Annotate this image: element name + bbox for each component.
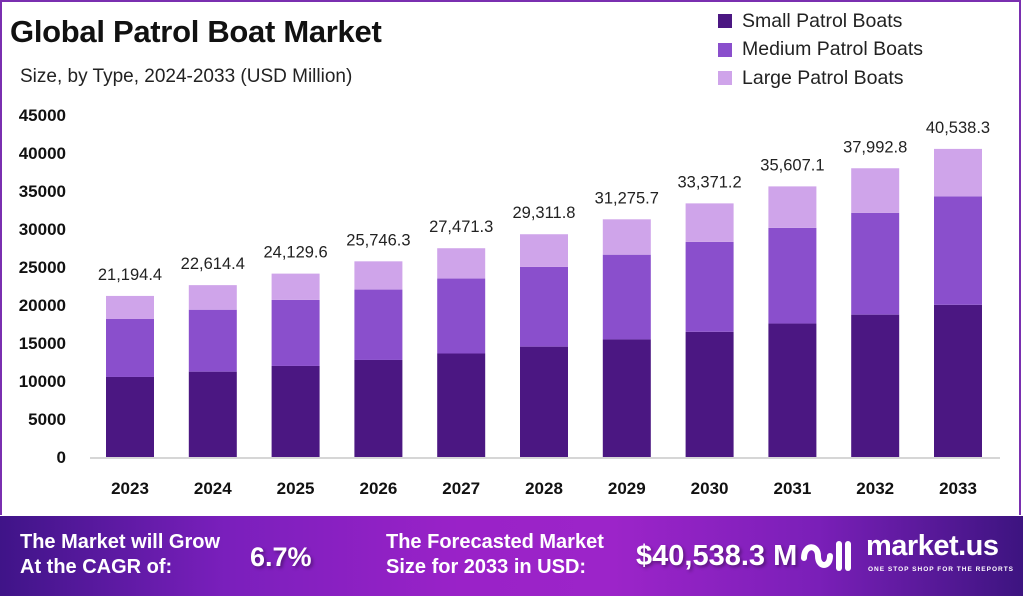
bar-segment-large bbox=[106, 295, 154, 319]
bar-total-label: 29,311.8 bbox=[512, 204, 575, 222]
y-tick-label: 5000 bbox=[28, 410, 66, 429]
x-tick-label: 2027 bbox=[442, 479, 480, 498]
market-us-logo-icon bbox=[801, 541, 851, 571]
bar-segment-large bbox=[602, 219, 651, 255]
bar-segment-medium bbox=[851, 212, 900, 315]
cagr-text-line1: The Market will Grow bbox=[20, 531, 221, 553]
bar-segment-small bbox=[188, 371, 237, 457]
forecast-text: The Forecasted Market Size for 2033 in U… bbox=[386, 530, 604, 580]
x-tick-label: 2026 bbox=[359, 479, 397, 498]
chart-frame bbox=[0, 0, 1021, 515]
bar-segment-medium bbox=[271, 299, 320, 366]
x-tick-label: 2029 bbox=[608, 479, 646, 498]
y-tick-label: 40000 bbox=[19, 144, 66, 163]
bar-total-label: 37,992.8 bbox=[843, 138, 907, 156]
y-tick-label: 35000 bbox=[19, 182, 66, 201]
legend-item-medium: Medium Patrol Boats bbox=[718, 36, 923, 65]
y-tick-label: 15000 bbox=[19, 334, 66, 353]
cagr-text-line2: At the CAGR of: bbox=[20, 556, 173, 578]
x-tick-label: 2030 bbox=[691, 479, 729, 498]
cagr-text: The Market will Grow At the CAGR of: bbox=[20, 530, 220, 580]
forecast-text-line1: The Forecasted Market bbox=[386, 531, 604, 553]
chart-title: Global Patrol Boat Market bbox=[10, 14, 382, 49]
x-tick-label: 2028 bbox=[525, 479, 563, 498]
y-tick-label: 30000 bbox=[19, 220, 66, 239]
bar-segment-medium bbox=[437, 278, 486, 354]
bar-segment-small bbox=[106, 376, 154, 457]
legend-swatch-small bbox=[718, 14, 732, 29]
bar-total-label: 35,607.1 bbox=[760, 156, 824, 174]
bottom-strip bbox=[0, 596, 1023, 605]
bar-segment-medium bbox=[934, 196, 982, 305]
legend-swatch-medium bbox=[718, 42, 732, 57]
bar-segment-small bbox=[602, 339, 651, 457]
y-tick-label: 10000 bbox=[19, 372, 66, 391]
bar-segment-medium bbox=[354, 289, 403, 360]
legend-swatch-large bbox=[718, 71, 732, 86]
chart-subtitle: Size, by Type, 2024-2033 (USD Million) bbox=[20, 66, 353, 87]
legend-label-large: Large Patrol Boats bbox=[742, 66, 904, 89]
bar-segment-small bbox=[685, 331, 734, 457]
brand-name: market.us bbox=[866, 530, 999, 562]
bar-total-label: 22,614.4 bbox=[181, 255, 245, 273]
y-tick-label: 20000 bbox=[19, 296, 66, 315]
bar-segment-medium bbox=[602, 254, 651, 340]
legend: Small Patrol Boats Medium Patrol Boats L… bbox=[718, 7, 923, 93]
bar-total-label: 40,538.3 bbox=[926, 119, 990, 137]
bar-total-label: 31,275.7 bbox=[595, 189, 659, 207]
y-tick-label: 45000 bbox=[19, 106, 66, 125]
legend-label-small: Small Patrol Boats bbox=[742, 9, 903, 32]
bar-segment-medium bbox=[685, 241, 734, 332]
bar-segment-large bbox=[271, 273, 320, 300]
bar-segment-medium bbox=[188, 309, 237, 372]
bar-total-label: 33,371.2 bbox=[677, 173, 741, 191]
brand-tagline: ONE STOP SHOP FOR THE REPORTS bbox=[868, 566, 1015, 573]
bar-segment-large bbox=[520, 234, 568, 267]
y-tick-label: 0 bbox=[57, 448, 66, 467]
x-tick-label: 2024 bbox=[194, 479, 232, 498]
bar-segment-small bbox=[354, 359, 403, 457]
bar-segment-large bbox=[188, 285, 237, 310]
x-tick-label: 2033 bbox=[939, 479, 977, 498]
bar-segment-large bbox=[437, 248, 486, 279]
stacked-bar-chart: 0 5000 10000 15000 20000 25000 30000 35000 40000… bbox=[19, 106, 1000, 498]
bar-segment-small bbox=[768, 323, 817, 457]
legend-item-large: Large Patrol Boats bbox=[718, 64, 923, 93]
y-tick-label: 25000 bbox=[19, 258, 66, 277]
forecast-value: $40,538.3 M bbox=[636, 540, 798, 572]
summary-banner: The Market will Grow At the CAGR of: 6.7… bbox=[0, 516, 1023, 596]
bar-segment-large bbox=[768, 186, 817, 228]
bar-segment-small bbox=[271, 365, 320, 457]
bar-segment-small bbox=[934, 304, 982, 457]
cagr-value: 6.7% bbox=[250, 542, 312, 572]
x-tick-label: 2031 bbox=[773, 479, 811, 498]
bar-segment-small bbox=[851, 314, 900, 457]
legend-item-small: Small Patrol Boats bbox=[718, 7, 923, 36]
bar-segment-small bbox=[520, 346, 568, 457]
bar-segment-large bbox=[934, 148, 982, 197]
bar-segment-large bbox=[354, 261, 403, 290]
bar-segment-medium bbox=[768, 227, 817, 324]
x-tick-label: 2025 bbox=[277, 479, 315, 498]
bar-segment-medium bbox=[106, 318, 154, 377]
bar-total-label: 27,471.3 bbox=[429, 218, 493, 236]
bar-segment-large bbox=[851, 168, 900, 213]
x-tick-label: 2032 bbox=[856, 479, 894, 498]
bar-total-label: 21,194.4 bbox=[98, 266, 162, 284]
bar-segment-medium bbox=[520, 266, 568, 347]
bar-segment-small bbox=[437, 353, 486, 457]
bar-total-label: 24,129.6 bbox=[263, 244, 327, 262]
legend-label-medium: Medium Patrol Boats bbox=[742, 38, 923, 61]
bar-total-label: 25,746.3 bbox=[346, 231, 410, 249]
bar-segment-large bbox=[685, 203, 734, 242]
x-tick-label: 2023 bbox=[111, 479, 149, 498]
forecast-text-line2: Size for 2033 in USD: bbox=[386, 556, 587, 578]
